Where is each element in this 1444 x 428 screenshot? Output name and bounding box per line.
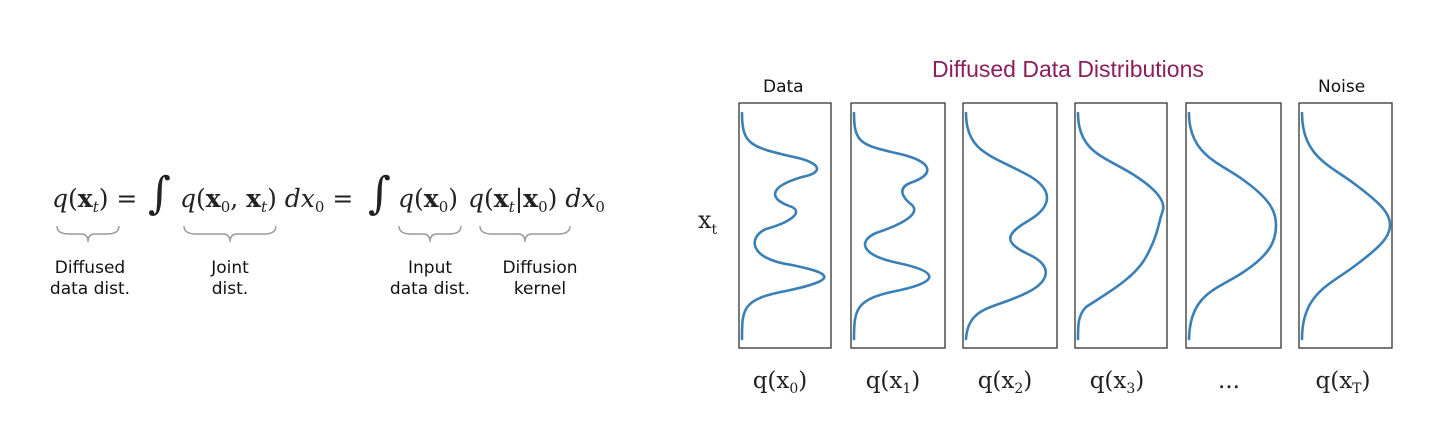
panel-box-0: [738, 102, 832, 349]
panel-label-4: ...: [1218, 368, 1240, 394]
brace-kernel: [479, 225, 571, 243]
y-axis-label: xt: [698, 206, 718, 238]
panel-box-2: [962, 102, 1058, 349]
panel-label-0: q(x0): [752, 368, 808, 397]
label-input: Input data dist.: [389, 258, 471, 299]
kernel-term: q(xt|x0) dx0: [468, 184, 605, 216]
figure-title: Diffused Data Distributions: [932, 56, 1204, 82]
curve-2: [964, 111, 1049, 341]
panel-label-2: q(x2): [977, 368, 1033, 397]
equation: q(xt) =: [52, 184, 138, 216]
panel-label-1: q(x1): [865, 368, 921, 397]
label-kernel: Diffusion kernel: [502, 258, 578, 299]
brace-diffused: [56, 225, 120, 243]
label-joint: Joint dist.: [211, 258, 249, 299]
brace-joint: [183, 225, 277, 243]
curve-4: [1187, 111, 1278, 341]
label-diffused: Diffused data dist.: [49, 258, 131, 299]
panel-box-1: [850, 102, 946, 349]
integral-sign-2: ∫: [368, 168, 391, 219]
curve-3: [1076, 111, 1165, 341]
panel-box-5: [1298, 102, 1393, 349]
panel-label-3: q(x3): [1089, 368, 1145, 397]
lhs-x: x: [77, 184, 93, 213]
curve-1: [852, 111, 931, 341]
lhs-q: q: [52, 184, 69, 213]
panel-box-4: [1185, 102, 1282, 349]
panels-svg: [738, 102, 1393, 349]
input-term: q(x0): [398, 184, 458, 216]
panel-label-5: q(xT): [1315, 368, 1371, 397]
curve-0: [740, 111, 826, 341]
joint-term: q(x0, xt) dx0 =: [180, 184, 354, 216]
label-noise: Noise: [1318, 77, 1366, 97]
brace-input: [398, 225, 462, 243]
label-data: Data: [763, 77, 804, 97]
curve-5: [1300, 111, 1392, 341]
panel-box-3: [1074, 102, 1168, 349]
integral-sign-1: ∫: [148, 168, 171, 219]
